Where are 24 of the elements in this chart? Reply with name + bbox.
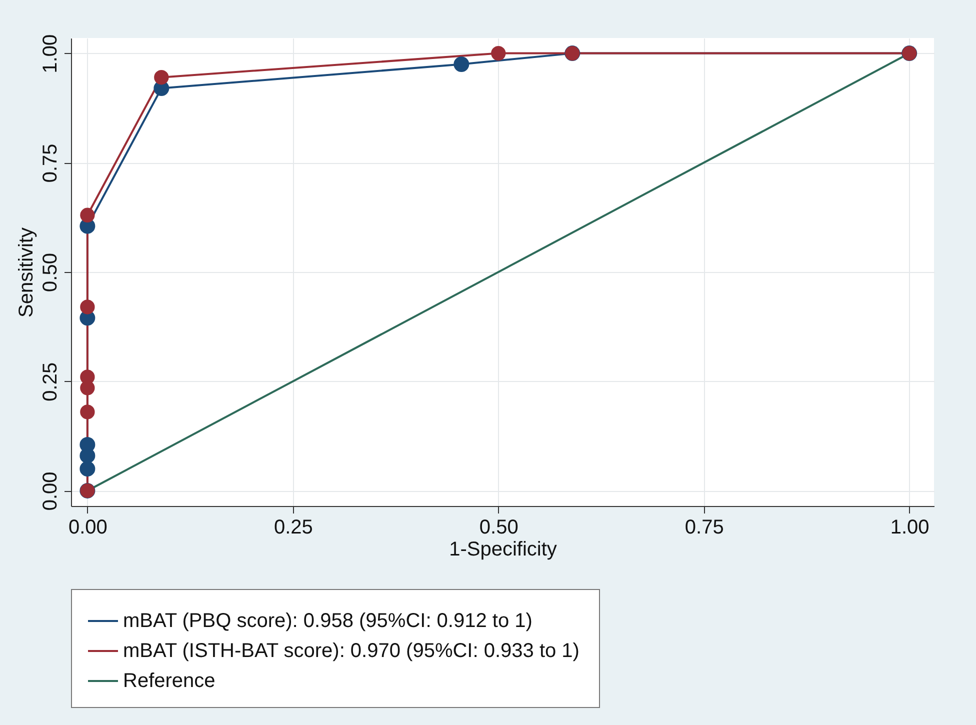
y-axis-title: Sensitivity [16, 227, 38, 318]
point [154, 70, 169, 85]
y-tick-label: 0.25 [40, 362, 62, 402]
legend-label: Reference [123, 670, 216, 692]
point [80, 208, 95, 222]
x-axis-title: 1-Specificity [449, 538, 557, 560]
point [80, 461, 96, 477]
x-tick-label: 0.75 [684, 516, 724, 538]
y-tick-label: 0.75 [40, 144, 62, 183]
point [80, 404, 95, 420]
legend-label: mBAT (ISTH-BAT score): 0.970 (95%CI: 0.933 to 1) [123, 640, 580, 662]
y-tick-label: 1.00 [40, 34, 62, 74]
x-tick-label: 0.25 [274, 516, 313, 538]
x-tick-label: 0.00 [68, 516, 108, 538]
point [491, 46, 506, 61]
x-tick-label: 1.00 [890, 516, 930, 538]
point [454, 56, 470, 72]
point [80, 437, 96, 452]
point [80, 370, 95, 384]
x-tick-label: 0.50 [479, 516, 518, 538]
point [80, 300, 95, 314]
legend-label: mBAT (PBQ score): 0.958 (95%CI: 0.912 to 1) [123, 610, 532, 632]
y-tick-label: 0.50 [40, 253, 62, 292]
y-tick-label: 0.00 [40, 472, 62, 511]
